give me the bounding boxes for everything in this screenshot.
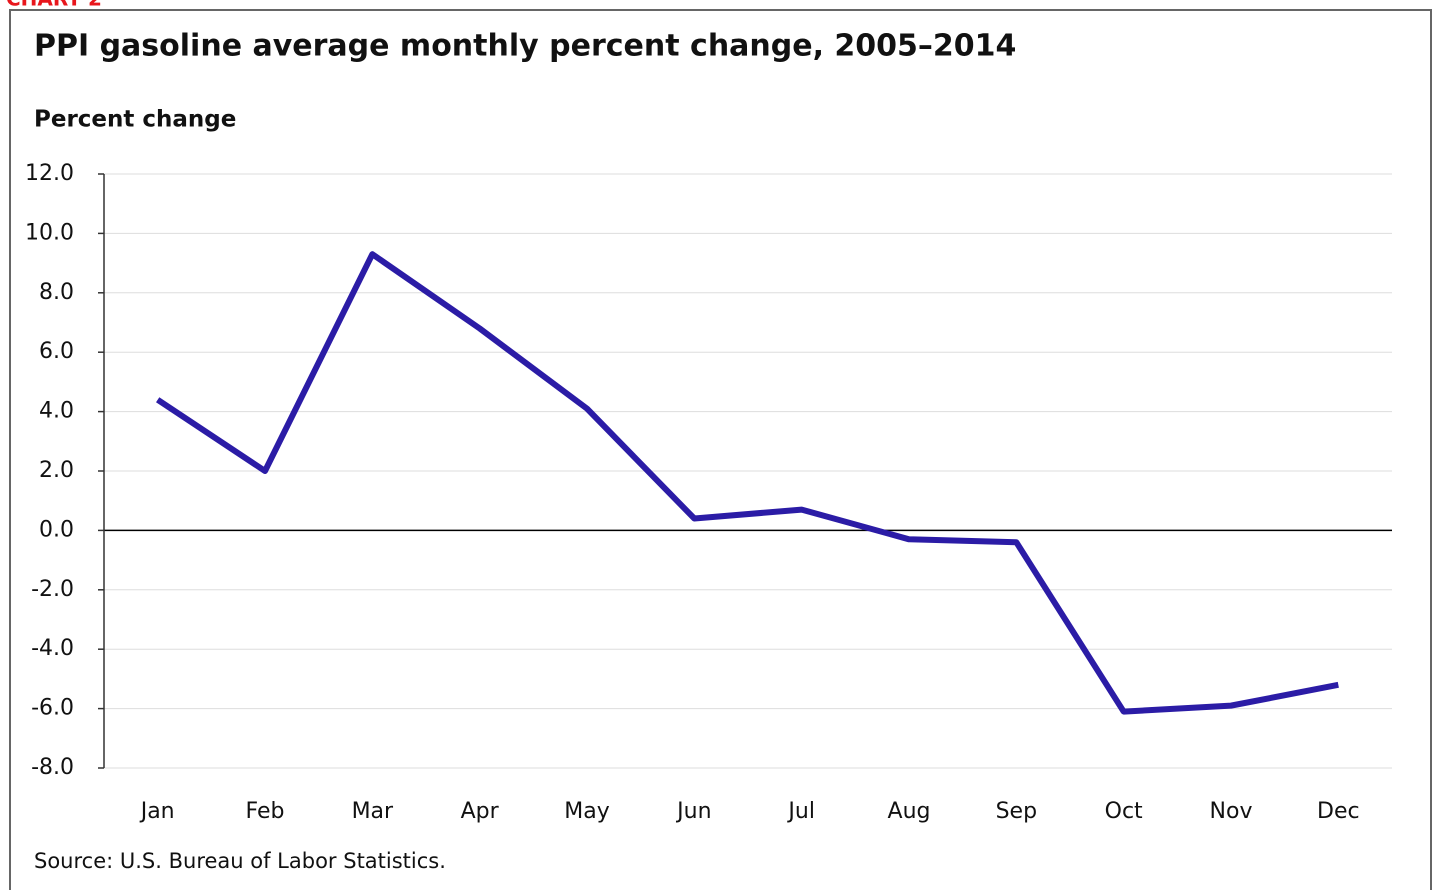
x-tick-label: Nov xyxy=(1210,799,1253,824)
chart-title: PPI gasoline average monthly percent cha… xyxy=(34,29,1016,64)
x-tick-label: Dec xyxy=(1317,799,1360,824)
y-tick-label: 12.0 xyxy=(25,161,74,186)
y-tick-label: 8.0 xyxy=(39,280,74,305)
series-line xyxy=(156,251,1339,715)
y-tick-label: 2.0 xyxy=(39,458,74,483)
x-tick-label: Mar xyxy=(352,799,394,824)
y-tick-label: 4.0 xyxy=(39,399,74,424)
x-tick-label: Oct xyxy=(1105,799,1143,824)
y-tick-label: 0.0 xyxy=(39,517,74,542)
x-tick-label: Jan xyxy=(139,799,175,824)
frame xyxy=(9,9,1432,890)
x-tick-label: Jul xyxy=(786,799,815,824)
source: Source: U.S. Bureau of Labor Statistics. xyxy=(34,849,446,873)
x-tick-label: Sep xyxy=(996,799,1037,824)
chart-label: CHART 2 xyxy=(6,0,102,11)
y-tick-label: -8.0 xyxy=(31,755,74,780)
y-axis-title: Percent change xyxy=(34,107,236,133)
x-tick-label: Jun xyxy=(675,799,711,824)
y-tick-label: -6.0 xyxy=(31,696,74,721)
x-tick-label: Feb xyxy=(246,799,285,824)
x-tick-label: Apr xyxy=(461,799,500,824)
y-tick-label: -2.0 xyxy=(31,577,74,602)
x-tick-label: Aug xyxy=(888,799,931,824)
y-tick-label: 6.0 xyxy=(39,339,74,364)
y-tick-label: -4.0 xyxy=(31,636,74,661)
y-tick-label: 10.0 xyxy=(25,220,74,245)
x-tick-label: May xyxy=(564,799,609,824)
